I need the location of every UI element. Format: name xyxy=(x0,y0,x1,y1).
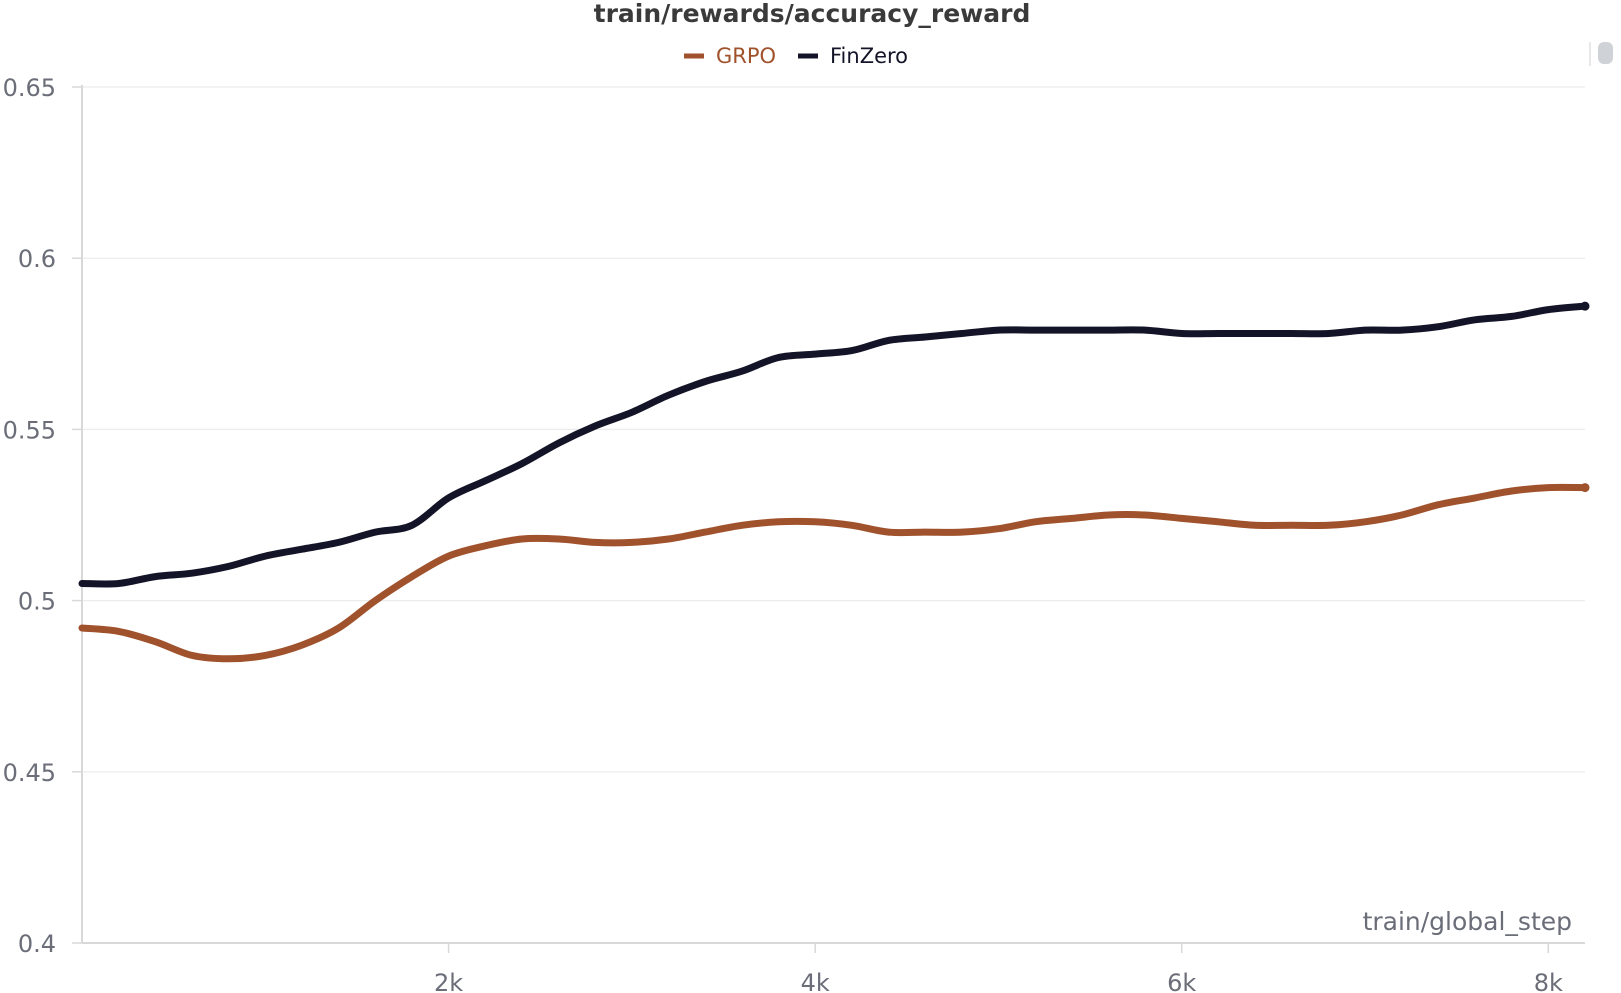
series-end-point-finzero xyxy=(1580,301,1590,311)
x-tick-label: 4k xyxy=(801,969,830,993)
x-tick-label: 2k xyxy=(434,969,463,993)
chart-title: train/rewards/accuracy_reward xyxy=(594,0,1031,28)
series-end-point-grpo xyxy=(1580,483,1590,493)
y-tick-label: 0.6 xyxy=(18,245,56,273)
x-tick-label: 8k xyxy=(1534,969,1563,993)
y-axis-ticks: 0.4 0.45 0.5 0.55 0.6 0.65 xyxy=(3,74,82,958)
grid xyxy=(82,86,1585,773)
legend-label-finzero: FinZero xyxy=(830,44,908,68)
y-tick-label: 0.55 xyxy=(3,416,56,444)
y-tick-label: 0.65 xyxy=(3,74,56,102)
x-axis-label: train/global_step xyxy=(1363,907,1572,936)
series-line-finzero xyxy=(78,302,1589,588)
x-axis-ticks: 2k 4k 6k 8k xyxy=(434,943,1563,993)
panel-menu-handle[interactable] xyxy=(1589,42,1613,66)
y-tick-label: 0.45 xyxy=(3,759,56,787)
y-tick-label: 0.4 xyxy=(18,930,56,958)
y-tick-label: 0.5 xyxy=(18,588,56,616)
series-line-grpo xyxy=(78,483,1589,663)
legend: GRPO FinZero xyxy=(684,44,908,68)
x-tick-label: 6k xyxy=(1167,969,1196,993)
series-group xyxy=(78,301,1590,663)
legend-label-grpo: GRPO xyxy=(716,44,776,68)
